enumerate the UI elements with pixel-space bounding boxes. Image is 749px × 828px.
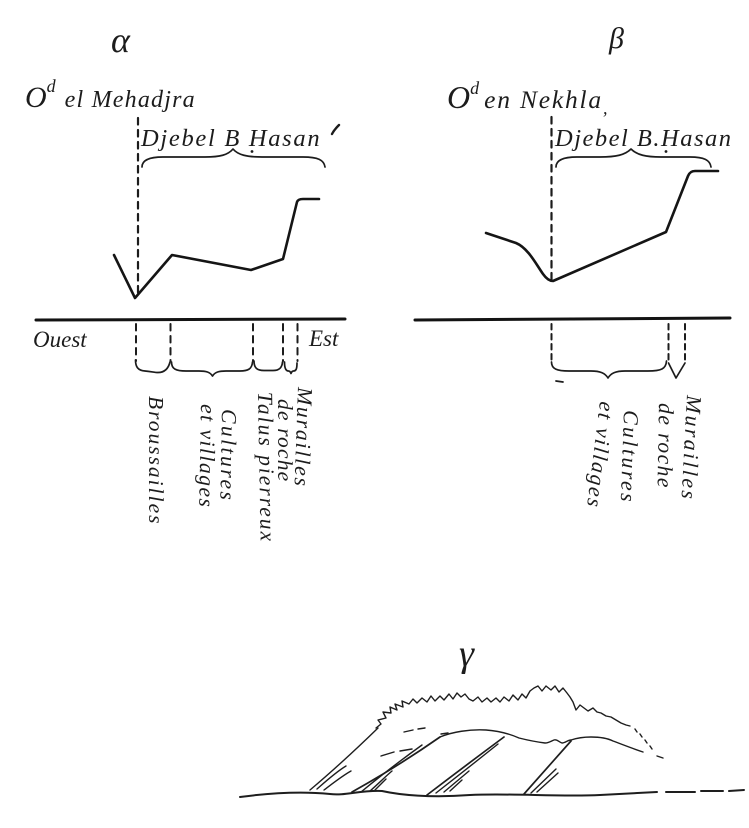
svg-text:Odel Mehadjra: Odel Mehadjra: [25, 76, 196, 114]
svg-text:et villages: et villages: [582, 400, 619, 510]
svg-text:et villages: et villages: [194, 404, 220, 509]
svg-text:γ: γ: [459, 633, 475, 675]
svg-text:Djebel B Hasan: Djebel B Hasan: [140, 125, 321, 152]
svg-text:Murailles: Murailles: [289, 386, 317, 488]
svg-text:β: β: [608, 22, 624, 55]
svg-text:Cultures: Cultures: [616, 410, 643, 505]
svg-text:Cultures: Cultures: [215, 409, 241, 503]
svg-text:Djebel B.Hasan: Djebel B.Hasan: [554, 125, 733, 152]
svg-text:de roche: de roche: [653, 403, 678, 489]
svg-text:de roche: de roche: [273, 399, 297, 482]
svg-text:Ouest: Ouest: [33, 327, 87, 352]
svg-text:Murailles: Murailles: [676, 394, 706, 502]
svg-text:Broussailles: Broussailles: [144, 396, 168, 526]
svg-text:Est: Est: [308, 326, 339, 351]
svg-text:α: α: [111, 20, 131, 60]
svg-text:Talus pierreux: Talus pierreux: [253, 392, 280, 544]
